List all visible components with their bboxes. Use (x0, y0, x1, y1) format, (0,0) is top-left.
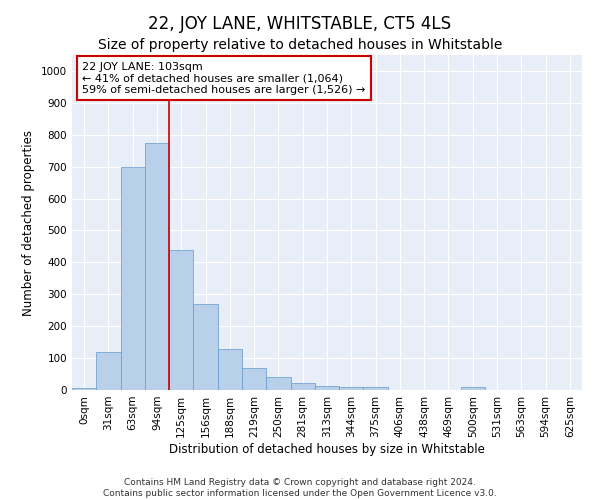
Text: Contains HM Land Registry data © Crown copyright and database right 2024.
Contai: Contains HM Land Registry data © Crown c… (103, 478, 497, 498)
Bar (218, 348, 242, 390)
Bar (145, 142, 169, 390)
Bar (461, 388, 485, 390)
Text: 22, JOY LANE, WHITSTABLE, CT5 4LS: 22, JOY LANE, WHITSTABLE, CT5 4LS (148, 15, 452, 33)
Bar (339, 388, 364, 390)
Bar (96, 352, 121, 390)
Y-axis label: Number of detached properties: Number of detached properties (22, 130, 35, 316)
X-axis label: Distribution of detached houses by size in Whitstable: Distribution of detached houses by size … (169, 442, 485, 456)
Bar (315, 386, 339, 390)
Bar (193, 304, 218, 390)
Bar (266, 377, 290, 390)
Bar (290, 383, 315, 390)
Bar (169, 250, 193, 390)
Text: Size of property relative to detached houses in Whitstable: Size of property relative to detached ho… (98, 38, 502, 52)
Bar (364, 387, 388, 390)
Text: 22 JOY LANE: 103sqm
← 41% of detached houses are smaller (1,064)
59% of semi-det: 22 JOY LANE: 103sqm ← 41% of detached ho… (82, 62, 365, 95)
Bar (242, 368, 266, 390)
Bar (121, 166, 145, 390)
Bar (72, 388, 96, 390)
